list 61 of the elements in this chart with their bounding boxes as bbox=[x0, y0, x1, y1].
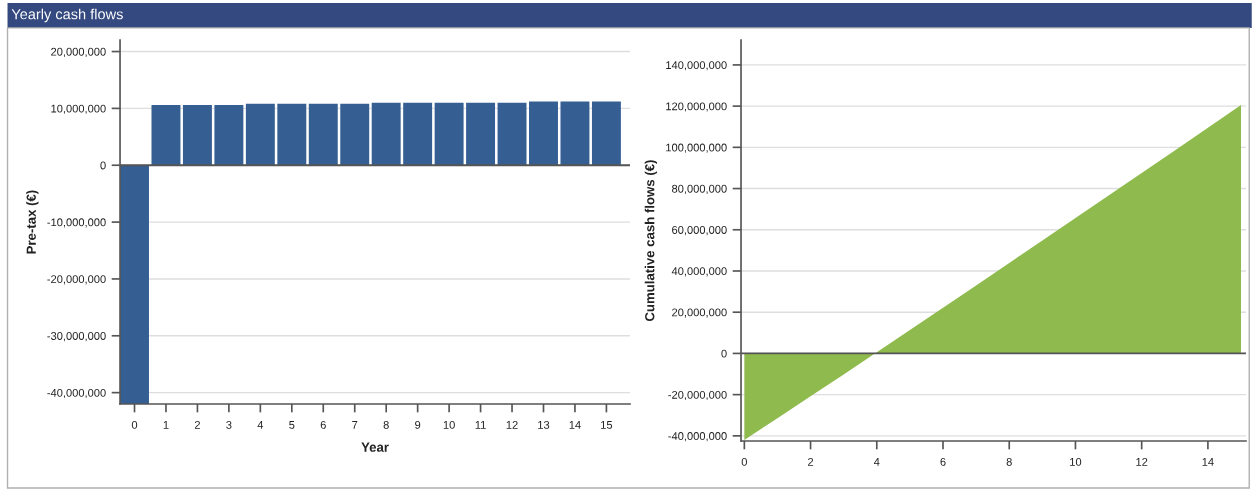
bar bbox=[245, 103, 275, 166]
x-tick-label: 8 bbox=[1006, 457, 1012, 466]
x-tick-label: 2 bbox=[194, 420, 200, 429]
x-tick-label: 1 bbox=[163, 421, 169, 429]
x-tick-label: 4 bbox=[257, 421, 264, 429]
y-tick-label: 80,000,000 bbox=[672, 184, 727, 194]
y-tick-label: 10,000,000 bbox=[51, 104, 106, 114]
bar bbox=[434, 102, 464, 166]
x-tick-label: 10 bbox=[443, 420, 455, 429]
y-tick-label: 20,000,000 bbox=[672, 308, 727, 318]
y-tick-label: 120,000,000 bbox=[666, 102, 727, 112]
y-tick-label: -20,000,000 bbox=[47, 275, 106, 285]
y-tick-label: 20,000,000 bbox=[51, 47, 106, 57]
x-tick-label: 7 bbox=[352, 421, 358, 429]
x-axis-title: Year bbox=[361, 442, 389, 452]
y-tick-label: -10,000,000 bbox=[47, 218, 106, 228]
bar bbox=[214, 104, 244, 166]
bar bbox=[120, 165, 149, 405]
y-tick-label: 60,000,000 bbox=[672, 226, 727, 236]
bar bbox=[403, 102, 433, 166]
x-tick-label: 12 bbox=[506, 420, 518, 429]
x-tick-label: 9 bbox=[415, 420, 421, 429]
y-tick-label: -30,000,000 bbox=[47, 332, 106, 342]
x-tick-label: 8 bbox=[383, 420, 389, 429]
y-tick-label: 0 bbox=[100, 161, 106, 170]
bar bbox=[182, 104, 212, 166]
y-tick-label: 140,000,000 bbox=[666, 61, 727, 71]
x-tick-label: 0 bbox=[131, 420, 138, 429]
y-axis-title: Pre-tax (€) bbox=[26, 190, 39, 254]
x-tick-label: 13 bbox=[538, 420, 550, 429]
x-tick-label: 15 bbox=[601, 421, 613, 429]
x-tick-label: 6 bbox=[320, 420, 326, 429]
x-tick-label: 6 bbox=[940, 457, 946, 466]
y-tick-label: -40,000,000 bbox=[47, 388, 106, 399]
x-tick-label: 11 bbox=[475, 421, 486, 429]
chart-title: Yearly cash flows bbox=[11, 8, 123, 23]
x-tick-label: 12 bbox=[1136, 457, 1148, 466]
x-tick-label: 10 bbox=[1070, 457, 1082, 466]
bar bbox=[308, 103, 338, 166]
bar bbox=[151, 104, 181, 166]
x-tick-label: 0 bbox=[741, 457, 747, 466]
y-tick-label: 100,000,000 bbox=[666, 143, 727, 153]
x-tick-label: 5 bbox=[289, 421, 295, 429]
x-tick-label: 2 bbox=[808, 457, 814, 466]
bar bbox=[340, 103, 370, 166]
bar bbox=[497, 102, 527, 166]
y-tick-label: 0 bbox=[721, 349, 727, 358]
bar bbox=[371, 102, 401, 166]
x-tick-label: 4 bbox=[873, 458, 880, 466]
y-axis-title: Cumulative cash flows (€) bbox=[644, 160, 658, 322]
y-tick-label: 40,000,000 bbox=[671, 267, 727, 277]
y-tick-label: -20,000,000 bbox=[668, 390, 727, 401]
x-tick-label: 3 bbox=[226, 420, 232, 429]
bar bbox=[591, 101, 621, 166]
x-tick-label: 14 bbox=[569, 421, 581, 429]
y-tick-label: -40,000,000 bbox=[668, 432, 727, 442]
bar bbox=[560, 101, 590, 166]
bar bbox=[277, 103, 307, 166]
x-tick-label: 14 bbox=[1202, 458, 1214, 466]
bar bbox=[466, 102, 496, 166]
bar bbox=[529, 101, 558, 166]
